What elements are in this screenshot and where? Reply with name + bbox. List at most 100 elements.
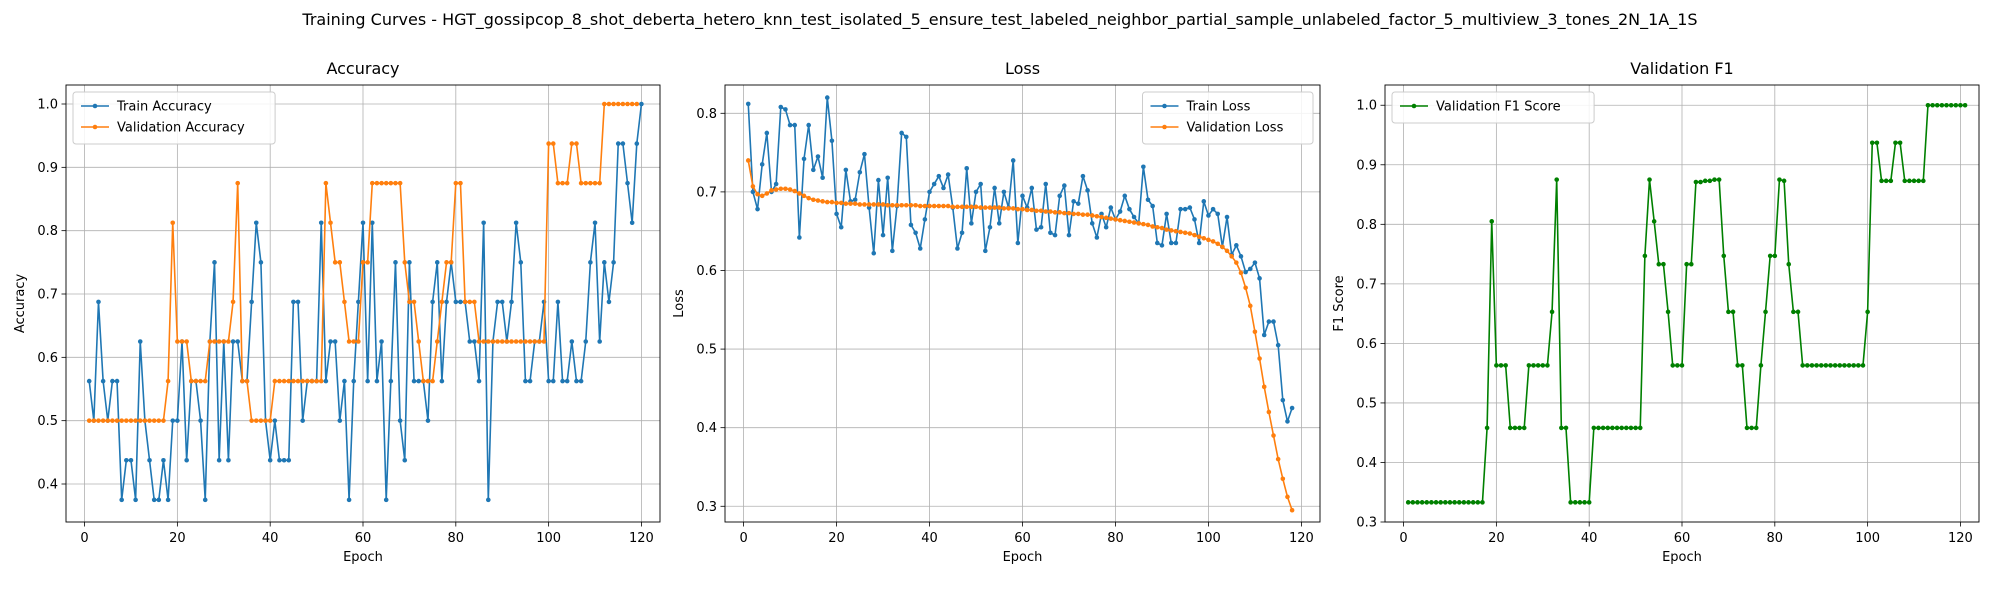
data-point xyxy=(458,299,463,305)
data-point xyxy=(1182,230,1188,236)
data-point xyxy=(1238,254,1244,259)
data-point xyxy=(843,201,849,206)
data-point xyxy=(759,193,765,199)
data-point xyxy=(769,188,774,193)
data-point xyxy=(745,158,751,163)
data-point xyxy=(332,260,338,265)
data-point xyxy=(1521,425,1527,431)
data-point xyxy=(365,260,370,265)
x-tick-label: 80 xyxy=(1767,531,1784,546)
data-point xyxy=(416,378,421,384)
data-point xyxy=(1740,363,1745,368)
data-point xyxy=(1572,500,1578,505)
series-line xyxy=(747,160,1293,511)
data-point xyxy=(1874,140,1880,146)
data-point xyxy=(165,378,171,384)
data-point xyxy=(1800,363,1805,368)
data-point xyxy=(1610,425,1615,431)
data-point xyxy=(453,299,459,305)
data-point xyxy=(1052,210,1058,215)
data-point xyxy=(1122,218,1128,224)
x-axis-label: Epoch xyxy=(1003,550,1043,565)
data-point xyxy=(1182,206,1188,212)
data-point xyxy=(1252,329,1258,335)
data-point xyxy=(1089,221,1095,226)
data-point xyxy=(1791,309,1796,315)
data-point xyxy=(1410,500,1416,505)
data-point xyxy=(834,200,839,206)
plot-frame xyxy=(1384,84,1980,523)
data-point xyxy=(996,205,1002,210)
data-point xyxy=(1089,213,1095,218)
data-point xyxy=(811,167,816,173)
data-point xyxy=(1085,212,1090,217)
data-point xyxy=(161,457,166,463)
data-point xyxy=(755,191,760,197)
data-point xyxy=(1939,102,1945,108)
data-point xyxy=(550,378,556,384)
data-point xyxy=(86,378,92,384)
data-point xyxy=(356,299,361,305)
data-point xyxy=(369,180,375,186)
data-point xyxy=(151,418,157,423)
data-point xyxy=(485,339,491,344)
x-tick-label: 60 xyxy=(1674,531,1691,546)
data-point xyxy=(249,299,254,305)
data-point xyxy=(1637,425,1643,431)
data-point xyxy=(1962,102,1968,108)
series-validation-accuracy xyxy=(86,101,640,423)
x-axis-label: Epoch xyxy=(1662,550,1702,565)
data-point xyxy=(1164,227,1169,232)
data-point xyxy=(1716,177,1722,182)
data-point xyxy=(1484,425,1490,431)
x-tick-label: 40 xyxy=(921,531,938,546)
data-point xyxy=(142,418,148,423)
legend-label: Validation Loss xyxy=(1187,121,1284,136)
data-point xyxy=(295,378,301,384)
data-point xyxy=(908,222,914,228)
data-point xyxy=(156,497,162,503)
data-point xyxy=(110,418,115,423)
data-point xyxy=(1271,433,1276,438)
data-point xyxy=(286,378,292,384)
data-point xyxy=(1781,178,1787,184)
data-point xyxy=(1767,253,1773,259)
data-point xyxy=(1911,178,1917,184)
data-point xyxy=(1600,425,1606,431)
data-point xyxy=(1856,363,1861,368)
legend-label: Train Accuracy xyxy=(116,100,212,115)
data-point xyxy=(1238,270,1244,276)
data-point xyxy=(1275,456,1281,462)
data-point xyxy=(829,138,835,144)
data-point xyxy=(787,122,793,128)
data-point xyxy=(360,220,366,226)
data-point xyxy=(397,418,403,423)
data-point xyxy=(546,141,551,146)
data-point xyxy=(1127,219,1132,225)
data-point xyxy=(876,202,881,207)
data-point xyxy=(300,418,305,423)
data-point xyxy=(866,202,872,207)
x-tick-label: 100 xyxy=(1196,531,1221,546)
data-point xyxy=(1461,500,1467,505)
data-point xyxy=(96,418,101,423)
data-point xyxy=(467,299,473,305)
data-point xyxy=(1085,188,1090,193)
data-point xyxy=(518,339,524,344)
data-point xyxy=(411,378,417,384)
data-point xyxy=(518,260,524,265)
data-point xyxy=(862,202,867,207)
data-point xyxy=(778,186,784,192)
data-point xyxy=(1261,332,1267,338)
data-point xyxy=(1224,248,1230,254)
data-point xyxy=(592,180,598,186)
y-tick-label: 0.6 xyxy=(696,264,717,279)
chart-title: Loss xyxy=(1005,59,1040,78)
data-point xyxy=(987,224,993,230)
y-tick-label: 0.8 xyxy=(1356,218,1377,233)
data-point xyxy=(124,457,129,463)
data-point xyxy=(156,418,162,423)
data-point xyxy=(1568,500,1573,505)
data-point xyxy=(1108,205,1114,210)
